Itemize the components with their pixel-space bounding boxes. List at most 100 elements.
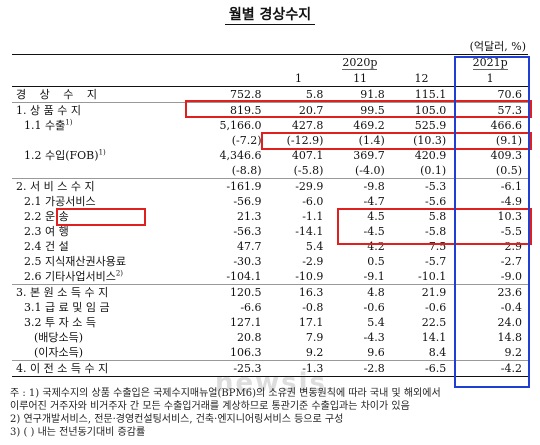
value-cell: -9.0 [452,269,528,285]
row-label: 2.2 운 송 [12,209,205,224]
row-label-text: 3.1 급 료 및 임 금 [24,301,110,314]
row-label [12,163,206,179]
table-row: 1.1 수출1) 5,166.0 427.8 469.2 525.9 466.6 [12,118,528,133]
row-label: 4. 이 전 소 득 수 지 [12,360,206,377]
year-2020-header: 2020p [342,56,378,70]
row-label-text: 1.1 수출 [24,119,66,132]
page-title: 월별 경상수지 [0,4,540,25]
value-cell: 752.8 [205,86,268,103]
row-label-text: 경 상 수 지 [16,88,102,101]
value-cell: 24.0 [497,316,523,329]
value-cell: 22.5 [421,316,447,329]
table-row: 2.4 건 설 47.7 5.4 4.2 7.5 2.9 [12,239,528,254]
row-label-text: 2.1 가공서비스 [24,195,96,208]
row-label-text: 2. 서 비 스 수 지 [16,180,95,193]
table-row: 경 상 수 지 752.8 5.8 91.8 115.1 70.6 [12,86,528,103]
value-cell: 21.3 [237,210,262,223]
table-row: 1. 상 품 수 지 819.5 20.7 99.5 105.0 57.3 [12,103,528,119]
table-row: 1.2 수입(FOB)1) 4,346.6 407.1 369.7 420.9 409.3 [12,148,528,163]
value-cell: -4.3 [363,331,385,344]
row-label-text: 2.4 건 설 [24,240,69,253]
value-cell: -6.0 [302,195,324,208]
value-cell: 9.2 [452,345,528,361]
value-cell: -0.4 [500,301,522,314]
row-label: (배당소득) [12,330,205,345]
value-cell: -14.1 [295,225,324,238]
table-row: 2.1 가공서비스 -56.9 -6.0 -4.7 -5.6 -4.9 [12,194,528,209]
row-label: 경 상 수 지 [12,86,206,103]
month-header: 12 [390,70,453,87]
row-label-text: 3.2 투 자 소 득 [24,316,96,329]
value-cell: -29.9 [295,180,324,193]
value-cell: 420.9 [414,149,447,162]
value-cell: 47.7 [237,240,262,253]
value-cell: (-8.8) [205,163,268,179]
value-cell: 16.3 [298,286,324,299]
value-cell: (-5.8) [267,163,330,179]
value-cell: 407.1 [291,149,324,162]
row-label: 3.2 투 자 소 득 [12,315,205,330]
table-row: 2.3 여 행 -56.3 -14.1 -4.5 -5.8 -5.5 [12,224,528,239]
row-label: 3. 본 원 소 득 수 지 [12,285,205,301]
value-cell: -4.2 [452,360,528,377]
value-cell: 4.2 [367,240,385,253]
row-label: 2.5 지식재산권사용료 [12,254,205,269]
row-label: 1. 상 품 수 지 [12,103,205,119]
table-row: 4. 이 전 소 득 수 지 -25.3 -1.3 -2.8 -6.5 -4.2 [12,360,528,377]
value-cell: -9.8 [363,180,385,193]
value-cell: 17.1 [298,316,324,329]
footnote-marker: 2) [115,269,124,278]
month-header: 1 [267,70,330,87]
row-label-text: 2.6 기타사업서비스 [24,270,116,283]
value-cell: -5.8 [425,225,447,238]
row-label-text: 1. 상 품 수 지 [16,104,81,117]
value-cell: 120.5 [230,286,262,299]
value-cell: 5.4 [305,240,324,253]
value-cell: 57.3 [497,104,523,117]
table-body: 경 상 수 지 752.8 5.8 91.8 115.1 70.6 1. 상 품 수 지 81… [12,86,528,377]
value-cell: -1.1 [302,210,324,223]
footnotes: 주 : 1) 국제수지의 상품 수출입은 국제수지매뉴얼(BPM6)의 소유권 … [10,387,535,439]
table-row: 2.2 운 송 21.3 -1.1 4.5 5.8 10.3 [12,209,528,224]
value-cell: (9.1) [495,134,522,147]
header-row-months: 1 11 12 1 [12,70,528,87]
value-cell: 819.5 [230,104,262,117]
value-cell: 105.0 [414,104,447,117]
row-label-text: (이자소득) [34,346,84,359]
value-cell: 99.5 [360,104,385,117]
table-row: 3.1 급 료 및 임 금 -6.6 -0.8 -0.6 -0.6 -0.4 [12,300,528,315]
row-label-text: 3. 본 원 소 득 수 지 [16,286,109,299]
value-cell: (1.4) [358,134,385,147]
year-2021-header: 2021p [472,56,508,70]
value-cell: -5.3 [425,180,447,193]
row-label: 2.3 여 행 [12,224,205,239]
footnote-line: 이루어진 거주자와 비거주자 간 모든 수출입거래를 계상하므로 통관기준 수출… [10,401,410,412]
value-cell: 4.5 [367,210,385,223]
value-cell: -2.7 [500,255,522,268]
row-label-text: 2.3 여 행 [24,225,69,238]
value-cell: -1.3 [267,360,330,377]
value-cell: -2.8 [329,360,391,377]
table-row: 3. 본 원 소 득 수 지 120.5 16.3 4.8 21.9 23.6 [12,285,528,301]
row-label-text: 1.2 수입(FOB) [24,149,99,162]
row-label: 1.1 수출1) [12,118,205,133]
row-label: (이자소득) [12,345,206,361]
value-cell: 369.7 [353,149,385,162]
value-cell: 409.3 [490,149,523,162]
value-cell: -5.5 [500,225,522,238]
row-label: 2.6 기타사업서비스2) [12,269,206,285]
value-cell: -10.9 [267,269,330,285]
value-cell: 5.8 [267,86,330,103]
table-row: 3.2 투 자 소 득 127.1 17.1 5.4 22.5 24.0 [12,315,528,330]
footnote-line: 2) 연구개발서비스, 전문·경영컨설팅서비스, 건축·엔지니어링서비스 등으로… [10,414,344,425]
month-header: 1 [452,70,528,87]
value-cell: 469.2 [353,119,385,132]
value-cell: 7.9 [305,331,324,344]
value-cell: -9.1 [329,269,391,285]
table-row: (배당소득) 20.8 7.9 -4.3 14.1 14.8 [12,330,528,345]
value-cell: 21.9 [421,286,447,299]
row-label: 3.1 급 료 및 임 금 [12,300,205,315]
row-label: 2. 서 비 스 수 지 [12,179,205,195]
value-cell: -56.3 [233,225,262,238]
value-cell: 23.6 [497,286,523,299]
